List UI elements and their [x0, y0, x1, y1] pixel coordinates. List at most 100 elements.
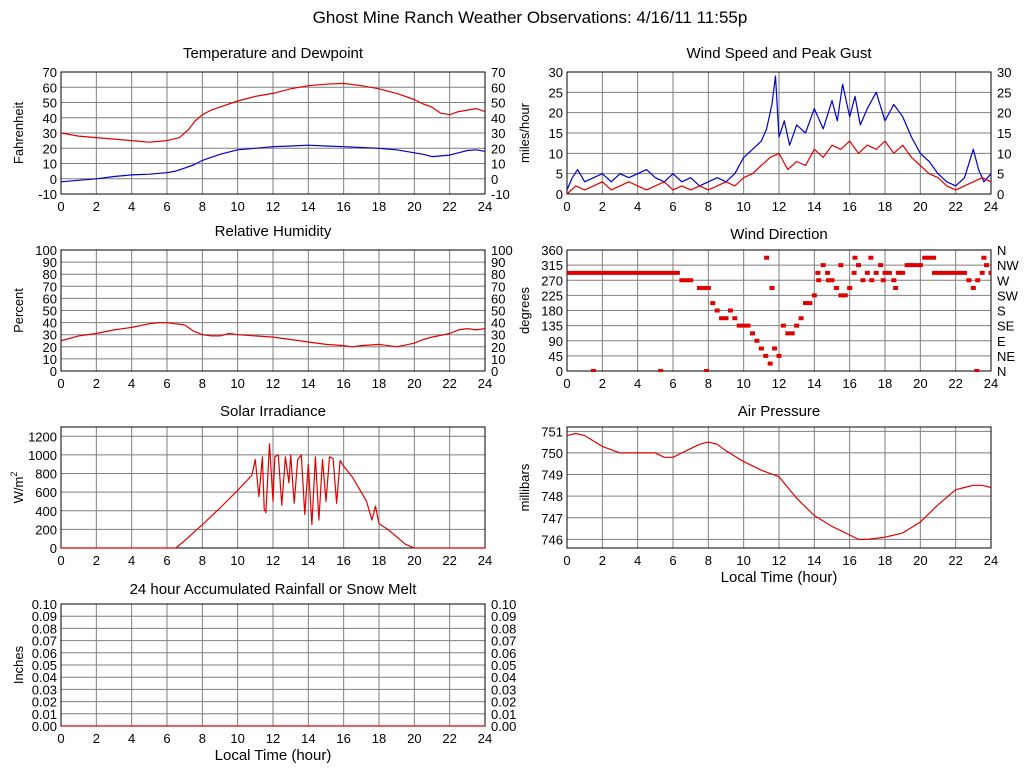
temperature-right-tick-label: 30	[491, 126, 505, 141]
wind_direction-point	[856, 263, 861, 268]
wind_direction-point	[948, 270, 954, 275]
wind_direction-point	[904, 263, 910, 268]
wind_direction-x-tick-label: 14	[807, 376, 821, 391]
wind_direction-point	[785, 331, 791, 336]
temperature-x-tick-label: 22	[442, 199, 456, 214]
wind_direction-x-tick-label: 22	[948, 376, 962, 391]
solar-series-line-1	[61, 443, 485, 549]
rainfall-y-tick-label: 0.04	[32, 670, 57, 685]
wind_direction-point	[953, 270, 959, 275]
wind_direction-y-tick-label: 270	[541, 273, 563, 288]
temperature-right-tick-label: 10	[491, 157, 505, 172]
wind_speed-x-tick-label: 8	[705, 199, 712, 214]
rainfall-x-tick-label: 14	[301, 731, 315, 746]
temperature-title: Temperature and Dewpoint	[183, 45, 364, 62]
solar-x-tick-label: 20	[407, 553, 421, 568]
wind_direction-point	[803, 301, 808, 306]
wind_speed-x-tick-label: 10	[736, 199, 750, 214]
solar-y-tick-label: 800	[35, 467, 57, 482]
solar-y-tick-label: 200	[35, 522, 57, 537]
wind_direction-point	[807, 301, 813, 306]
wind_direction-point	[758, 346, 764, 351]
wind_direction-y-tick-label: 135	[541, 319, 563, 334]
humidity-x-tick-label: 8	[199, 376, 206, 391]
wind_speed-x-tick-label: 24	[984, 199, 998, 214]
wind_direction-point	[674, 270, 680, 275]
pressure-x-tick-label: 22	[948, 553, 962, 568]
wind_direction-point	[789, 331, 795, 336]
humidity-title: Relative Humidity	[215, 223, 332, 240]
humidity-series-line-1	[61, 322, 485, 348]
temperature-right-tick-label: 40	[491, 111, 505, 126]
wind_direction-y-tick-label: 180	[541, 304, 563, 319]
pressure-y-tick-label: 751	[541, 424, 563, 439]
temperature-right-tick-label: 60	[491, 80, 505, 95]
pressure-x-tick-label: 8	[705, 553, 712, 568]
temperature-series-line-1	[61, 82, 485, 143]
wind_direction-point	[745, 323, 751, 328]
wind_speed-right-tick-label: 30	[997, 65, 1011, 80]
pressure-series-line-1	[567, 432, 991, 540]
pressure-y-tick-label: 747	[541, 511, 563, 526]
humidity-x-tick-label: 16	[336, 376, 350, 391]
solar-y-tick-label: 1000	[28, 448, 57, 463]
pressure-x-tick-label: 2	[599, 553, 606, 568]
wind_direction-point	[697, 285, 702, 290]
rainfall-x-tick-label: 8	[199, 731, 206, 746]
wind_direction-y-tick-label: 315	[541, 258, 563, 273]
wind_direction-point	[842, 293, 848, 298]
wind_direction-point	[710, 301, 716, 306]
solar-x-tick-label: 22	[442, 553, 456, 568]
rainfall-x-tick-label: 18	[372, 731, 386, 746]
wind_direction-point	[577, 270, 583, 275]
wind_direction-x-tick-label: 2	[599, 376, 606, 391]
pressure-x-axis-label: Local Time (hour)	[721, 569, 838, 586]
temperature-x-tick-label: 2	[93, 199, 100, 214]
wind_direction-right-tick-label: NW	[997, 258, 1019, 273]
humidity-x-tick-label: 0	[57, 376, 64, 391]
wind_direction-point	[878, 263, 884, 268]
wind_speed-x-tick-label: 20	[913, 199, 927, 214]
pressure-x-tick-label: 14	[807, 553, 821, 568]
wind_speed-series-line-1	[567, 75, 991, 191]
wind_direction-point	[741, 323, 747, 328]
temperature-y-tick-label: 20	[43, 141, 57, 156]
wind_direction-point	[780, 323, 786, 328]
pressure-x-tick-label: 20	[913, 553, 927, 568]
humidity-right-tick-label: 10	[491, 352, 505, 367]
wind_speed-x-tick-label: 0	[563, 199, 570, 214]
wind_direction-point	[648, 270, 654, 275]
humidity-right-tick-label: 80	[491, 267, 505, 282]
wind_direction-point	[613, 270, 619, 275]
rainfall-x-tick-label: 24	[478, 731, 492, 746]
wind_direction-point	[688, 278, 694, 283]
humidity-x-tick-label: 12	[266, 376, 280, 391]
humidity-right-tick-label: 30	[491, 328, 505, 343]
pressure-x-tick-label: 6	[669, 553, 676, 568]
wind_direction-x-tick-label: 4	[634, 376, 641, 391]
wind_speed-x-tick-label: 6	[669, 199, 676, 214]
wind_direction-right-tick-label: SE	[997, 319, 1015, 334]
temperature-x-tick-label: 10	[230, 199, 244, 214]
humidity-y-tick-label: 80	[43, 267, 57, 282]
rainfall-right-tick-label: 0.09	[491, 609, 516, 624]
wind_speed-right-tick-label: 10	[997, 146, 1011, 161]
wind_speed-right-tick-label: 0	[997, 187, 1004, 202]
rainfall-right-tick-label: 0.06	[491, 646, 516, 661]
pressure-y-tick-label: 749	[541, 468, 563, 483]
wind_direction-point	[838, 263, 844, 268]
rainfall-x-axis-label: Local Time (hour)	[215, 747, 332, 764]
wind_direction-point	[868, 255, 874, 260]
wind_direction-point	[820, 263, 826, 268]
pressure-y-tick-label: 750	[541, 446, 563, 461]
wind_direction-right-tick-label: S	[997, 304, 1006, 319]
wind_direction-point	[767, 361, 773, 366]
wind_direction-point	[754, 338, 760, 343]
wind_direction-point	[891, 278, 897, 283]
wind_speed-right-tick-label: 15	[997, 126, 1011, 141]
wind_direction-point	[644, 270, 649, 275]
rainfall-x-tick-label: 4	[128, 731, 135, 746]
